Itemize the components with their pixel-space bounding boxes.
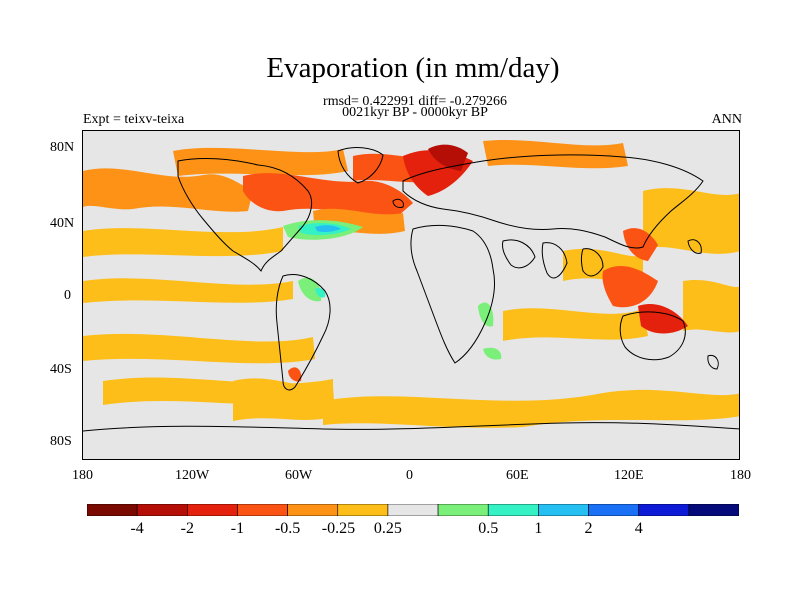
- lon-tick-label: 60E: [506, 468, 529, 483]
- color-bar-label: -0.5: [274, 520, 301, 537]
- lon-tick-label: 120E: [614, 468, 644, 483]
- lat-tick-label: 80S: [50, 434, 72, 449]
- coastlines: [83, 147, 739, 432]
- color-bar-swatch: [187, 504, 238, 516]
- color-bar-swatch: [87, 504, 138, 516]
- lat-tick-label: 40S: [50, 362, 72, 377]
- lat-tick-label: 0: [64, 288, 71, 303]
- color-bar-label: -2: [180, 520, 194, 537]
- season-label: ANN: [711, 112, 742, 127]
- lon-tick-label: 180: [730, 468, 751, 483]
- color-bar-label: -1: [230, 520, 245, 537]
- lat-tick-label: 80N: [50, 140, 75, 155]
- color-bar-label: 4: [634, 520, 643, 537]
- lon-tick-label: 0: [406, 468, 413, 483]
- color-bar-label: -0.25: [321, 520, 356, 537]
- lon-tick-label: 60W: [285, 468, 313, 483]
- color-bar-swatch: [237, 504, 288, 516]
- color-bar-swatch: [287, 504, 339, 516]
- color-bar-swatch: [688, 504, 739, 516]
- color-bar-label: -4: [130, 520, 144, 537]
- color-bar-label: 1: [534, 520, 543, 537]
- experiment-label: Expt = teixv-teixa: [83, 112, 185, 127]
- color-bar-swatch: [538, 504, 589, 516]
- map-panel: [82, 130, 740, 460]
- lon-tick-label: 180: [72, 468, 93, 483]
- color-bar-swatch: [337, 504, 389, 516]
- color-bar-label: 0.25: [373, 520, 402, 537]
- lat-tick-label: 40N: [50, 216, 75, 231]
- plot-title: Evaporation (in mm/day): [266, 52, 560, 84]
- color-bar: [87, 504, 739, 516]
- color-bar-swatch: [487, 504, 539, 516]
- color-bar-label: 0.5: [478, 520, 499, 537]
- color-bar-swatch: [588, 504, 639, 516]
- evaporation-map: [83, 131, 739, 459]
- color-bar-swatch: [437, 504, 489, 516]
- color-bar-label: 2: [584, 520, 593, 537]
- period-line: 0021kyr BP - 0000kyr BP: [342, 105, 488, 120]
- color-bar-swatch: [136, 504, 188, 516]
- color-bar-swatch: [638, 504, 690, 516]
- stats-line: rmsd= 0.422991 diff= -0.279266: [323, 94, 507, 109]
- color-bar-swatch: [387, 504, 439, 516]
- anomaly-fills: [83, 139, 739, 428]
- lon-tick-label: 120W: [175, 468, 210, 483]
